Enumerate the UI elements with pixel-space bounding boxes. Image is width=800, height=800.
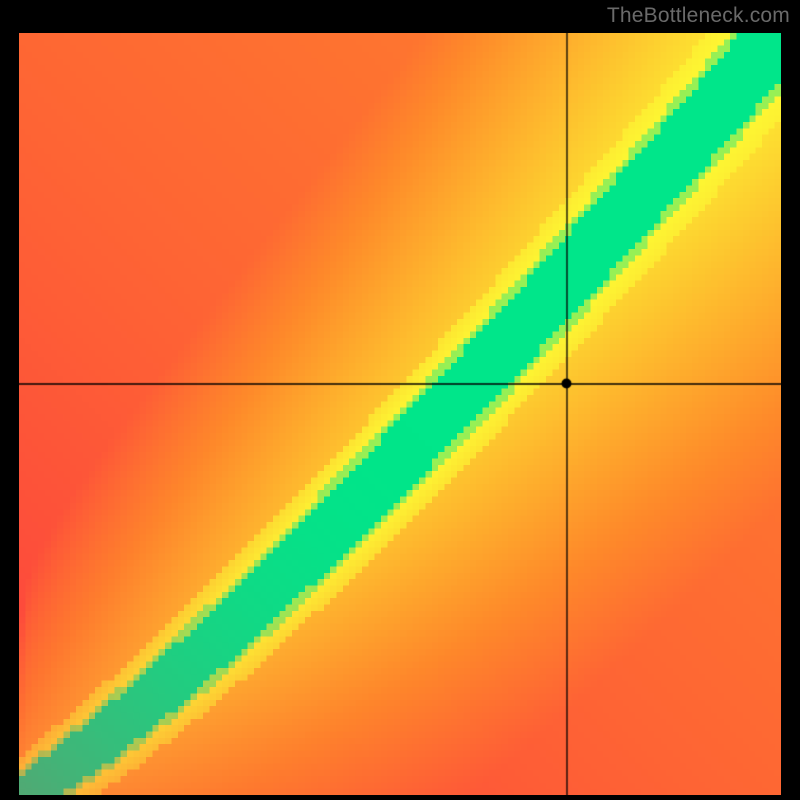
chart-container: TheBottleneck.com [0,0,800,800]
watermark-text: TheBottleneck.com [607,4,790,28]
heatmap-canvas [19,33,781,795]
